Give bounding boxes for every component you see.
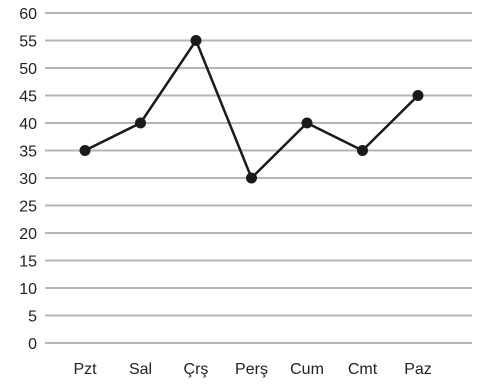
y-tick-label-40: 40: [19, 116, 37, 133]
x-tick-label-1: Pzt: [73, 361, 97, 378]
y-tick-label-45: 45: [19, 89, 37, 106]
y-axis-ticks: 0 5 10 15 20 25 30 35 40 45 50 55 60: [19, 6, 37, 353]
y-tick-label-15: 15: [19, 254, 37, 271]
y-tick-label-0: 0: [28, 336, 37, 353]
grid-lines: [45, 12, 472, 344]
data-point-Sal: [135, 117, 146, 129]
x-tick-label-3: Çrş: [184, 361, 209, 378]
x-tick-label-4: Perş: [235, 361, 268, 378]
y-tick-label-55: 55: [19, 34, 37, 51]
x-tick-label-5: Cum: [290, 361, 324, 378]
data-point-Çrş: [190, 35, 202, 46]
data-point-Perş: [246, 172, 257, 184]
y-tick-label-30: 30: [19, 171, 37, 188]
series-layer: [79, 35, 424, 184]
y-tick-label-50: 50: [19, 61, 37, 78]
data-point-Cmt: [357, 145, 368, 156]
x-axis-ticks: Pzt Sal Çrş Perş Cum Cmt Paz: [73, 361, 431, 378]
x-tick-label-6: Cmt: [348, 361, 378, 378]
x-tick-label-7: Paz: [404, 361, 432, 378]
data-point-Cum: [301, 117, 313, 129]
y-tick-label-35: 35: [19, 144, 37, 161]
y-tick-label-25: 25: [19, 199, 37, 216]
y-tick-label-60: 60: [19, 6, 37, 23]
series-line: [84, 37, 419, 181]
y-tick-label-10: 10: [19, 281, 37, 298]
data-point-Pzt: [79, 145, 91, 156]
y-tick-label-20: 20: [19, 226, 37, 243]
x-tick-label-2: Sal: [129, 361, 152, 378]
y-tick-label-5: 5: [28, 309, 37, 326]
data-point-Paz: [412, 90, 424, 101]
